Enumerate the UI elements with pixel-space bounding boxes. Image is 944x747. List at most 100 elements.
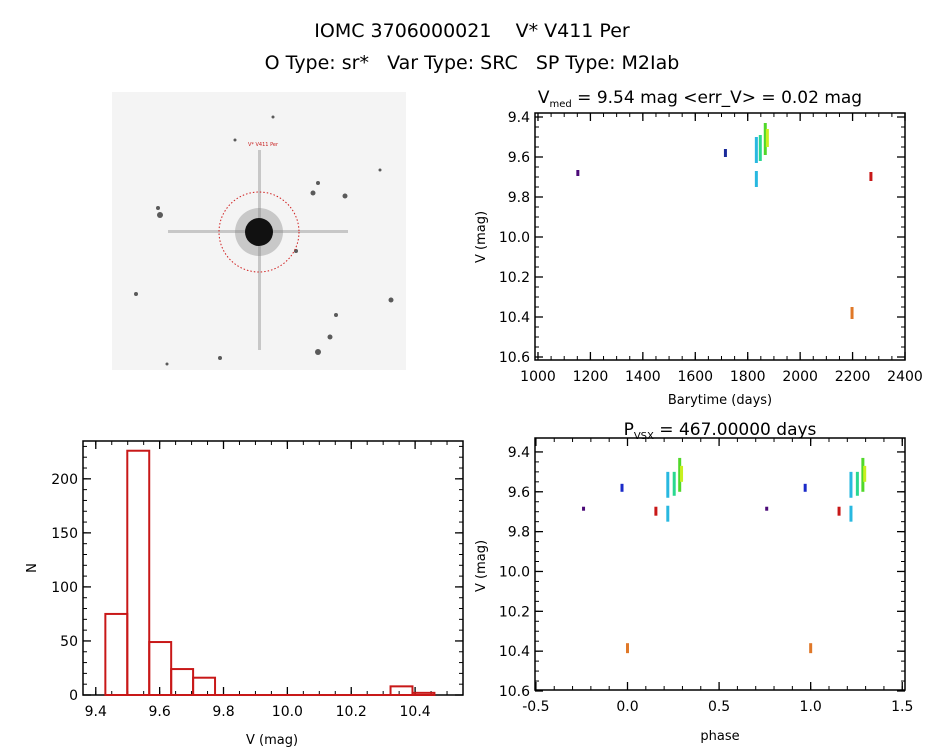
data-point xyxy=(582,506,586,511)
data-point xyxy=(754,171,758,187)
y-tick-label: 9.8 xyxy=(508,190,530,206)
data-point xyxy=(849,471,853,498)
plot-frame xyxy=(534,112,906,361)
histogram-bar xyxy=(411,691,436,697)
target-star xyxy=(245,218,273,246)
plot-frame xyxy=(534,437,906,691)
aperture-circle xyxy=(218,191,300,273)
x-tick-label: 2400 xyxy=(887,369,923,385)
data-point xyxy=(765,129,769,147)
y-tick-label: 9.4 xyxy=(508,445,530,461)
histogram-bar xyxy=(170,668,195,696)
star xyxy=(157,212,163,218)
star xyxy=(218,356,222,360)
data-point xyxy=(837,506,841,516)
data-point xyxy=(763,123,767,155)
x-tick-label: 9.4 xyxy=(85,704,107,720)
lightcurve-title: Vmed = 9.54 mag <err_V> = 0.02 mag xyxy=(538,88,862,110)
star xyxy=(316,181,320,185)
star xyxy=(310,190,316,196)
y-tick-label: 100 xyxy=(51,580,78,596)
y-tick-label: 150 xyxy=(51,526,78,542)
data-point xyxy=(626,643,629,654)
data-point xyxy=(678,457,682,492)
data-point xyxy=(680,465,684,482)
y-tick-label: 10.6 xyxy=(499,350,530,366)
lightcurve-ylabel: V (mag) xyxy=(474,211,489,263)
star xyxy=(342,193,348,199)
x-tick-label: 2200 xyxy=(835,369,871,385)
x-tick-label: 9.6 xyxy=(149,704,171,720)
y-tick-label: 10.0 xyxy=(499,564,530,580)
histogram-plot: 9.4 9.6 9.8 10.0 10.2 10.4 0 50 100 150 200 xyxy=(51,440,464,720)
data-point xyxy=(666,471,670,498)
data-point xyxy=(765,506,769,511)
data-point xyxy=(576,170,580,176)
histogram-bar xyxy=(192,676,217,696)
x-tick-label: 1000 xyxy=(520,369,556,385)
data-point xyxy=(855,471,859,496)
x-tick-label: 1600 xyxy=(677,369,713,385)
data-point xyxy=(861,457,865,492)
star xyxy=(315,349,321,355)
title-line-2: O Type: sr* Var Type: SRC SP Type: M2Iab xyxy=(265,52,680,74)
star xyxy=(156,206,160,210)
x-tick-label: 1.5 xyxy=(891,699,913,715)
x-tick-label: 10.0 xyxy=(272,704,303,720)
x-tick-label: 1400 xyxy=(625,369,661,385)
star xyxy=(134,292,138,296)
star xyxy=(233,138,237,142)
y-tick-label: 0 xyxy=(69,688,78,704)
y-tick-label: 9.4 xyxy=(508,110,530,126)
phase-title: PVSX = 467.00000 days xyxy=(624,420,817,442)
y-tick-label: 9.6 xyxy=(508,150,530,166)
y-tick-label: 10.0 xyxy=(499,230,530,246)
star xyxy=(327,334,333,340)
y-tick-label: 200 xyxy=(51,472,78,488)
data-point xyxy=(754,137,758,163)
data-point xyxy=(666,505,670,522)
title-line-1: IOMC 3706000021 V* V411 Per xyxy=(314,20,630,42)
data-point xyxy=(863,465,867,482)
data-point xyxy=(672,471,676,496)
x-tick-label: -0.5 xyxy=(522,699,549,715)
histogram-bar xyxy=(389,685,414,697)
data-point xyxy=(723,149,727,157)
histogram-ylabel: N xyxy=(25,563,40,573)
x-tick-label: 2000 xyxy=(782,369,818,385)
histogram-bar xyxy=(126,449,151,696)
histogram-xlabel: V (mag) xyxy=(246,733,298,747)
y-tick-label: 9.8 xyxy=(508,525,530,541)
x-tick-label: 1800 xyxy=(730,369,766,385)
histogram-bar xyxy=(104,612,129,696)
data-point xyxy=(850,307,854,319)
y-tick-label: 9.6 xyxy=(508,485,530,501)
data-point xyxy=(803,483,807,492)
y-tick-label: 10.2 xyxy=(499,270,530,286)
x-tick-label: 0.5 xyxy=(708,699,730,715)
lightcurve-plot: 1000 1200 1400 1600 1800 2000 2200 2400 9.4 9.6 9.… xyxy=(499,110,923,385)
data-point xyxy=(809,643,813,654)
x-tick-label: 10.2 xyxy=(336,704,367,720)
x-tick-label: 1.0 xyxy=(800,699,822,715)
y-tick-label: 50 xyxy=(60,634,78,650)
sky-image: V* V411 Per xyxy=(112,92,406,370)
y-tick-label: 10.2 xyxy=(499,604,530,620)
data-point xyxy=(654,506,658,516)
phase-ylabel: V (mag) xyxy=(474,540,489,592)
phase-xlabel: phase xyxy=(700,729,739,744)
plot-frame xyxy=(82,440,464,696)
star xyxy=(271,115,275,119)
x-tick-label: 0.0 xyxy=(616,699,638,715)
phase-plot: -0.5 0.0 0.5 1.0 1.5 9.4 9.6 9.8 10.0 10.2 10.4 10.… xyxy=(499,437,913,715)
star xyxy=(388,297,394,303)
sky-image-target-label: V* V411 Per xyxy=(248,142,279,148)
data-point xyxy=(869,172,873,181)
y-tick-label: 10.4 xyxy=(499,644,530,660)
star xyxy=(334,313,338,317)
y-tick-label: 10.4 xyxy=(499,310,530,326)
x-tick-label: 9.8 xyxy=(212,704,234,720)
star xyxy=(165,362,169,366)
diffraction-spike xyxy=(258,150,261,350)
